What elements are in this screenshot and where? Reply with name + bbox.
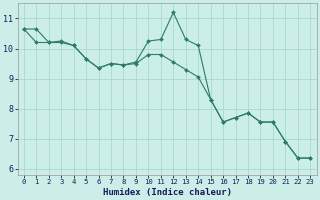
X-axis label: Humidex (Indice chaleur): Humidex (Indice chaleur) — [103, 188, 232, 197]
